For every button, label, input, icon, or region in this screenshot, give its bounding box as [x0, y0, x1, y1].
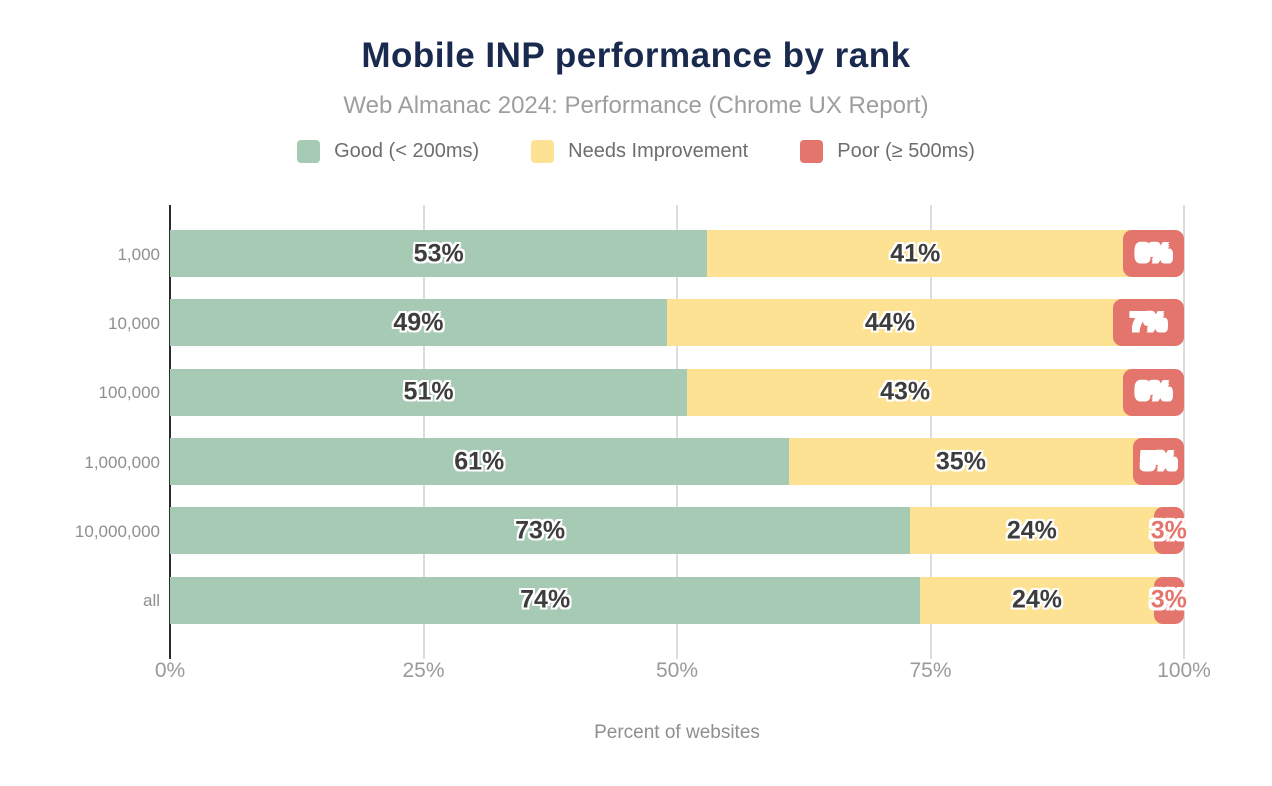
bar-segment-poor — [1153, 507, 1184, 555]
category-label: 10,000,000 — [74, 521, 160, 541]
bar-row-10,000: 49% 44% 7% — [170, 299, 1184, 347]
bar-row-1,000,000: 61% 35% 5% — [170, 438, 1184, 486]
x-tick-label: 75% — [909, 659, 952, 682]
legend-item-label: Good (< 200ms) — [334, 140, 480, 162]
category-label: 1,000 — [117, 244, 160, 264]
x-tick-label: 0% — [154, 659, 186, 682]
plot-area: 53% 41% 6% 49% 44% 7% 51% 43% 6% 61% 35% 5% 73% 24% 3%… — [169, 205, 1187, 659]
bar-segment-poor — [1123, 368, 1184, 416]
bar-value-label-good: 49% — [393, 308, 444, 337]
axis-tick — [422, 650, 425, 659]
gridline — [422, 205, 425, 650]
legend-item-label: Needs Improvement — [568, 140, 749, 162]
gridline — [1183, 205, 1185, 650]
category-label: all — [142, 591, 160, 611]
bar-value-label-poor: 6% — [1135, 377, 1172, 406]
axis-tick — [676, 650, 678, 659]
bar-segment-needs-improvement — [687, 368, 1133, 416]
x-tick-label: 25% — [402, 659, 445, 682]
legend: Good (< 200ms) Needs Improvement Poor (≥ 5… — [0, 140, 1272, 163]
bar-value-label-poor: 6% — [1135, 239, 1172, 267]
chart-title: Mobile INP performance by rank — [361, 36, 911, 75]
category-label: 100,000 — [98, 383, 160, 403]
bar-value-label-needs-improvement: 41% — [890, 239, 941, 267]
bar-value-label-poor: 3% — [1150, 585, 1187, 614]
bar-value-label-needs-improvement: 35% — [935, 447, 986, 476]
bar-row-100,000: 51% 43% 6% — [170, 368, 1184, 416]
bar-segment-poor — [1153, 576, 1184, 624]
chart-subtitle: Web Almanac 2024: Performance (Chrome UX… — [343, 92, 929, 119]
bar-value-label-good: 73% — [515, 516, 566, 545]
bar-segment-needs-improvement — [910, 507, 1163, 555]
bar-value-label-good: 51% — [403, 377, 454, 406]
legend-item-2: Poor (≥ 500ms) — [800, 140, 975, 163]
bar-segment-needs-improvement — [788, 438, 1143, 486]
bar-segment-good — [170, 230, 708, 277]
bar-segment-needs-improvement — [707, 230, 1133, 277]
bar-row-10,000,000: 73% 24% 3% — [170, 507, 1187, 555]
legend-item-label: Poor (≥ 500ms) — [837, 140, 975, 162]
bar-value-label-good: 74% — [520, 585, 571, 614]
x-axis-title: Percent of websites — [594, 722, 760, 743]
legend-swatch-icon — [297, 140, 321, 163]
bar-value-label-poor: 3% — [1150, 516, 1187, 545]
bar-value-label-needs-improvement: 24% — [1006, 516, 1057, 545]
axis-tick — [929, 650, 932, 659]
y-axis-line — [169, 205, 171, 650]
x-tick-label: 100% — [1157, 659, 1211, 682]
bar-row-all: 74% 24% 3% — [170, 576, 1187, 624]
bar-segment-good — [170, 438, 789, 486]
bar-segment-poor — [1123, 230, 1184, 277]
bar-segment-good — [170, 576, 921, 624]
bar-value-label-poor: 7% — [1130, 308, 1167, 337]
bar-value-label-good: 53% — [413, 239, 464, 267]
axis-tick — [1183, 650, 1185, 659]
category-label: 10,000 — [108, 313, 160, 333]
category-label: 1,000,000 — [84, 452, 160, 472]
legend-item-1: Needs Improvement — [531, 140, 748, 163]
bar-row-1,000: 53% 41% 6% — [170, 230, 1184, 277]
legend-swatch-icon — [800, 140, 824, 163]
bar-segment-poor — [1133, 438, 1184, 486]
bar-segment-good — [170, 507, 911, 555]
bar-value-label-needs-improvement: 44% — [864, 308, 915, 337]
legend-item-0: Good (< 200ms) — [297, 140, 479, 163]
bar-segment-good — [170, 299, 667, 347]
x-tick-label: 50% — [655, 659, 699, 682]
gridline — [676, 205, 678, 650]
axis-tick — [169, 650, 171, 659]
bar-segment-poor — [1113, 299, 1184, 347]
legend-swatch-icon — [531, 140, 555, 163]
bar-value-label-needs-improvement: 24% — [1011, 585, 1062, 614]
bar-value-label-needs-improvement: 43% — [880, 377, 931, 406]
bar-segment-needs-improvement — [920, 576, 1163, 624]
bar-segment-good — [170, 368, 688, 416]
bar-segment-needs-improvement — [666, 299, 1123, 347]
gridline — [929, 205, 932, 650]
bar-value-label-good: 61% — [454, 447, 505, 476]
bar-value-label-poor: 5% — [1140, 447, 1177, 476]
